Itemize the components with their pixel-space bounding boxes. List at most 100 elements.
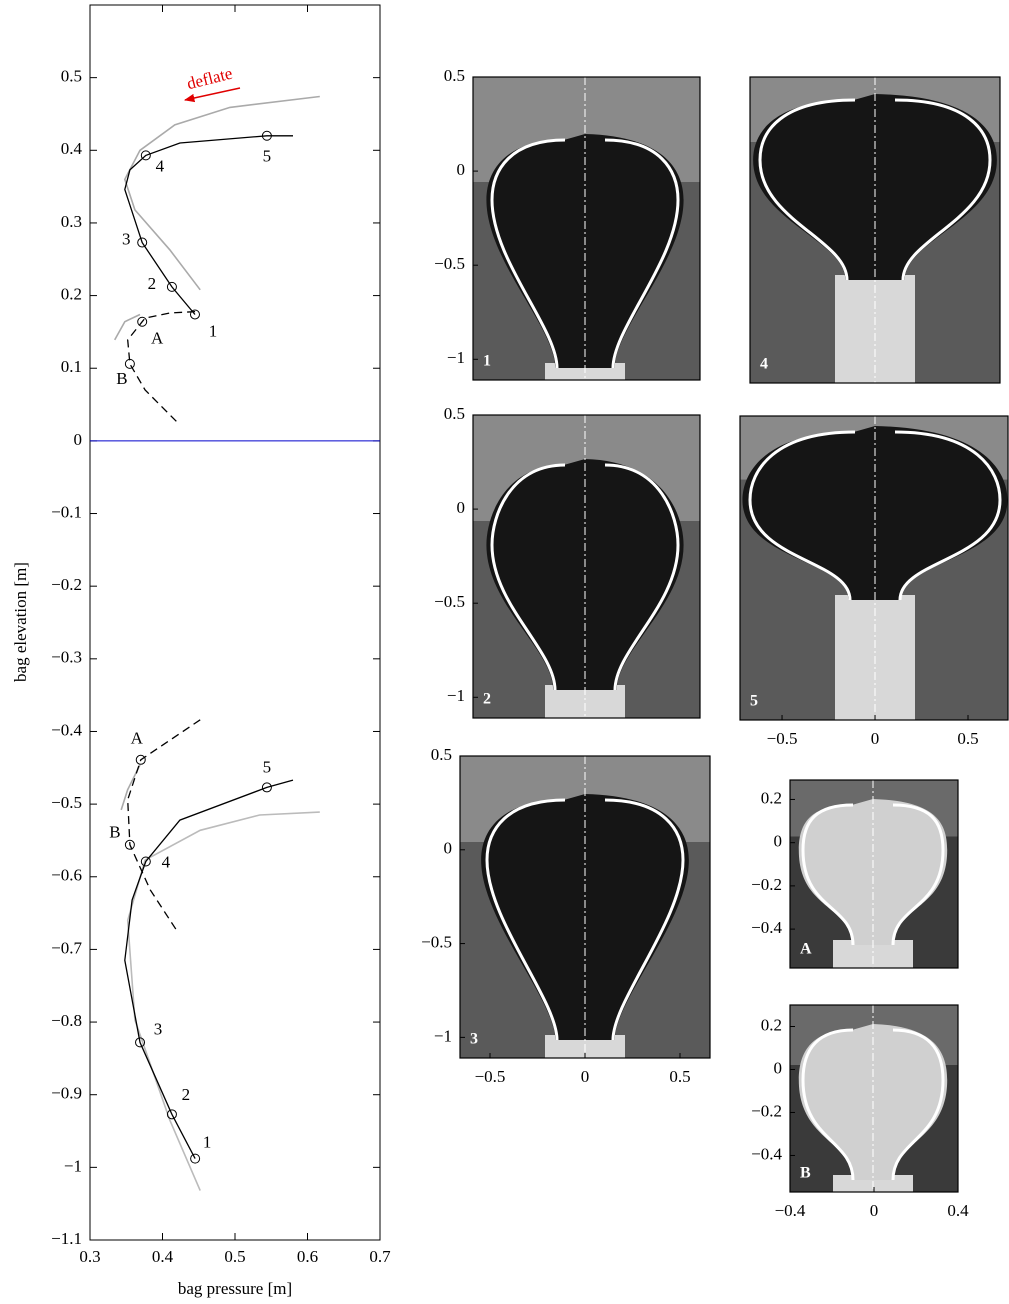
y-tick-label: −0.8 xyxy=(51,1011,82,1030)
annotation: deflate xyxy=(185,64,234,94)
point-label: 2 xyxy=(148,274,157,293)
x-tick-label: 0.5 xyxy=(669,1067,690,1086)
point-label: 5 xyxy=(263,147,272,166)
y-tick-label: −0.7 xyxy=(51,938,82,957)
data-line xyxy=(124,779,294,1159)
y-tick-label: 0.5 xyxy=(444,404,465,423)
data-line xyxy=(114,313,141,341)
x-tick-label: −0.5 xyxy=(475,1067,506,1086)
x-tick-label: −0.4 xyxy=(775,1201,806,1220)
point-label: 1 xyxy=(209,321,218,340)
balloon-outline xyxy=(894,98,992,281)
y-tick-label: −0.5 xyxy=(421,932,452,951)
y-tick-label: −0.6 xyxy=(51,866,82,885)
x-tick-label: 0.3 xyxy=(79,1247,100,1266)
y-tick-label: −0.4 xyxy=(751,918,782,937)
y-tick-label: 0.2 xyxy=(761,788,782,807)
photo-panel: A 0.2 0 −0.2 −0.4 xyxy=(751,779,959,969)
y-tick-label: −0.3 xyxy=(51,648,82,667)
y-tick-label: 0 xyxy=(74,430,83,449)
point-label: 1 xyxy=(203,1133,212,1152)
y-tick-label: −1 xyxy=(447,686,465,705)
y-tick-label: −0.4 xyxy=(51,720,82,739)
x-tick-label: 0 xyxy=(870,1201,879,1220)
x-tick-label: 0.7 xyxy=(369,1247,391,1266)
y-tick-label: −0.5 xyxy=(51,793,82,812)
point-label: 4 xyxy=(156,156,165,175)
data-line xyxy=(127,310,196,424)
point-marker xyxy=(140,150,151,161)
x-tick-label: −0.5 xyxy=(767,729,798,748)
balloon-outline xyxy=(604,463,680,691)
y-tick-label: −0.2 xyxy=(751,875,782,894)
point-marker xyxy=(166,1109,177,1120)
y-tick-label: 0.4 xyxy=(61,139,83,158)
balloon-body xyxy=(486,459,684,690)
photo-panel: 2 0.5 0 −0.5 −1 xyxy=(434,404,701,719)
data-line xyxy=(126,811,320,1191)
y-tick-label: 0.5 xyxy=(444,66,465,85)
panel-label: A xyxy=(800,941,812,958)
photo-frame xyxy=(739,415,1009,721)
point-label: 2 xyxy=(182,1085,191,1104)
point-marker xyxy=(189,309,200,320)
balloon-outline xyxy=(758,98,856,281)
y-tick-label: −1 xyxy=(434,1026,452,1045)
point-label: 5 xyxy=(263,757,272,776)
balloon-outline xyxy=(891,803,945,946)
point-label: B xyxy=(109,823,120,842)
balloon-outline xyxy=(604,138,680,369)
y-tick-label: 0 xyxy=(774,1058,783,1077)
point-marker xyxy=(261,130,272,141)
panel-label: 1 xyxy=(483,353,491,370)
balloon-outline xyxy=(485,798,566,1041)
balloon-outline xyxy=(748,430,856,601)
point-marker xyxy=(124,358,135,369)
y-tick-label: 0 xyxy=(774,832,783,851)
y-axis-label: bag elevation [m] xyxy=(11,562,30,682)
plot-frame xyxy=(89,4,381,1241)
y-tick-label: −0.2 xyxy=(51,575,82,594)
balloon-outline xyxy=(490,138,566,369)
balloon-outline xyxy=(894,430,1002,601)
y-tick-label: 0.5 xyxy=(431,745,452,764)
panel-label: B xyxy=(800,1165,811,1182)
balloon-outline xyxy=(490,463,566,691)
photo-panel: 4 xyxy=(749,76,1001,384)
panel-label: 2 xyxy=(483,691,491,708)
y-tick-label: 0.2 xyxy=(61,284,82,303)
photo-frame xyxy=(789,779,959,969)
point-label: 3 xyxy=(154,1019,163,1038)
x-tick-label: 0 xyxy=(871,729,880,748)
balloon-body xyxy=(753,94,997,280)
point-label: 3 xyxy=(122,229,131,248)
x-tick-label: 0.4 xyxy=(947,1201,969,1220)
point-label: B xyxy=(116,369,127,388)
balloon-outline xyxy=(801,1028,855,1181)
point-label: 4 xyxy=(162,852,171,871)
photo-frame xyxy=(472,414,701,719)
y-tick-label: 0.1 xyxy=(61,357,82,376)
photo-panel: 5 −0.5 0 0.5 xyxy=(739,415,1009,748)
point-marker xyxy=(137,237,148,248)
x-tick-label: 0.5 xyxy=(224,1247,245,1266)
photo-panel: 1 0.5 0 −0.5 −1 xyxy=(434,66,701,381)
point-marker xyxy=(135,754,146,765)
point-label: A xyxy=(131,729,144,748)
point-marker xyxy=(137,316,148,327)
x-tick-label: 0.6 xyxy=(297,1247,318,1266)
panel-label: 5 xyxy=(750,693,758,710)
x-tick-label: 0.5 xyxy=(957,729,978,748)
photo-panel: 3 0.5 0 −0.5 −1 −0.5 0 0.5 xyxy=(421,745,711,1086)
y-tick-label: −1 xyxy=(64,1156,82,1175)
x-axis-label: bag pressure [m] xyxy=(178,1279,292,1298)
point-marker xyxy=(124,839,135,850)
balloon-outline xyxy=(891,1028,945,1181)
point-marker xyxy=(140,856,151,867)
data-line xyxy=(123,95,320,291)
point-marker xyxy=(261,782,272,793)
y-tick-label: −0.4 xyxy=(751,1144,782,1163)
point-marker xyxy=(166,281,177,292)
photo-frame xyxy=(472,76,701,381)
